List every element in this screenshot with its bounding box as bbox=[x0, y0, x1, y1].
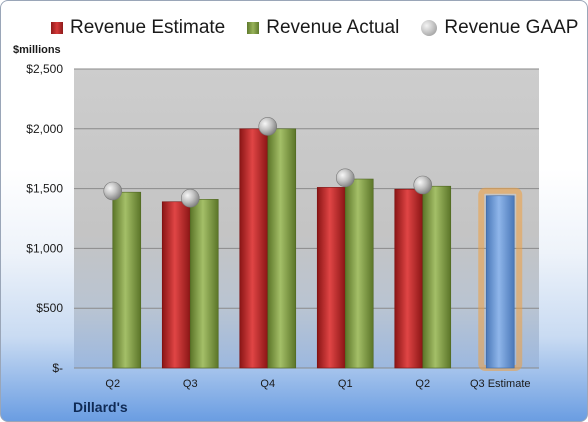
legend-label-estimate: Revenue Estimate bbox=[70, 17, 226, 38]
bar-actual bbox=[422, 185, 452, 369]
x-tick-label: Q1 bbox=[338, 378, 353, 390]
gaap-point bbox=[258, 117, 278, 136]
bar-estimate bbox=[239, 128, 269, 369]
legend-item-gaap: Revenue GAAP bbox=[421, 17, 578, 39]
legend-label-actual: Revenue Actual bbox=[266, 17, 400, 38]
gaap-point bbox=[413, 175, 433, 195]
legend-swatch-actual bbox=[247, 22, 260, 34]
legend-item-actual: Revenue Actual bbox=[247, 17, 399, 39]
plot-area bbox=[74, 69, 539, 368]
y-tick-label: $1,000 bbox=[26, 241, 63, 255]
gaap-point bbox=[335, 168, 355, 188]
x-tick-label: Q2 bbox=[105, 378, 120, 390]
bar-estimate bbox=[161, 201, 191, 369]
legend-label-gaap: Revenue GAAP bbox=[444, 17, 579, 38]
x-tick-label: Q3 Estimate bbox=[470, 378, 531, 390]
legend: Revenue Estimate Revenue Actual Revenue … bbox=[51, 16, 578, 40]
gaap-point bbox=[180, 188, 200, 208]
legend-item-estimate: Revenue Estimate bbox=[51, 17, 225, 39]
y-tick-label: $2,000 bbox=[26, 122, 63, 136]
x-tick-label: Q2 bbox=[415, 378, 430, 390]
company-name: Dillard's bbox=[73, 399, 128, 415]
bar-estimate-projection bbox=[485, 195, 515, 369]
x-tick-label: Q3 bbox=[183, 378, 198, 390]
gaap-point bbox=[103, 181, 123, 201]
bar-estimate bbox=[316, 187, 346, 369]
x-tick-label: Q4 bbox=[260, 378, 275, 390]
legend-swatch-gaap bbox=[421, 20, 438, 36]
y-tick-label: $2,500 bbox=[26, 62, 63, 76]
bar-actual bbox=[267, 128, 297, 369]
y-tick-label: $500 bbox=[36, 301, 63, 315]
y-tick-label: $- bbox=[52, 361, 63, 375]
bar-actual bbox=[112, 191, 142, 369]
bar-actual bbox=[344, 178, 374, 369]
bar-actual bbox=[189, 199, 219, 369]
bar-estimate bbox=[394, 188, 424, 369]
legend-swatch-estimate bbox=[51, 22, 63, 34]
y-axis-unit-label: $millions bbox=[13, 44, 61, 56]
y-tick-label: $1,500 bbox=[26, 182, 63, 196]
